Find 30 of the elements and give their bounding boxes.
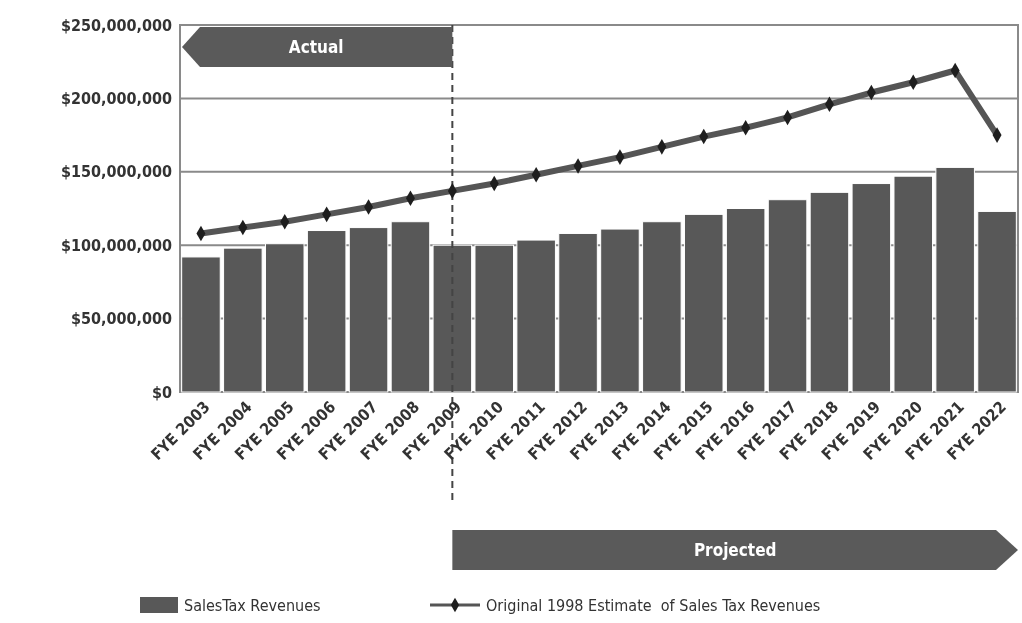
y-tick-label: $200,000,000 — [60, 89, 172, 108]
bar — [223, 247, 263, 393]
bar — [264, 243, 305, 393]
y-tick-label: $150,000,000 — [60, 162, 172, 182]
y-tick-label: $250,000,000 — [60, 15, 172, 35]
bar — [642, 221, 682, 393]
text: Projected — [693, 539, 777, 560]
y-tick-label: $0 — [151, 382, 172, 402]
bar — [725, 208, 766, 393]
bar — [809, 191, 850, 393]
bar — [348, 227, 389, 393]
annotation: Actual — [288, 36, 344, 57]
bar — [683, 213, 724, 393]
bar — [977, 210, 1017, 393]
legend-label: SalesTax Revenues — [184, 595, 321, 615]
bar — [432, 244, 473, 393]
bar — [893, 175, 934, 393]
bar — [558, 232, 598, 393]
bar — [935, 166, 975, 393]
bar — [600, 228, 640, 393]
y-tick-label: $100,000,000 — [60, 235, 172, 255]
bar — [851, 183, 892, 393]
bar — [390, 221, 431, 393]
bar — [516, 239, 556, 393]
bar — [306, 230, 347, 393]
y-tick-label: $50,000,000 — [70, 309, 172, 329]
bar — [474, 244, 515, 393]
bar — [767, 199, 808, 393]
legend-label: Original 1998 Estimate of Sales Tax Revenues — [486, 595, 821, 615]
bar — [181, 256, 221, 393]
